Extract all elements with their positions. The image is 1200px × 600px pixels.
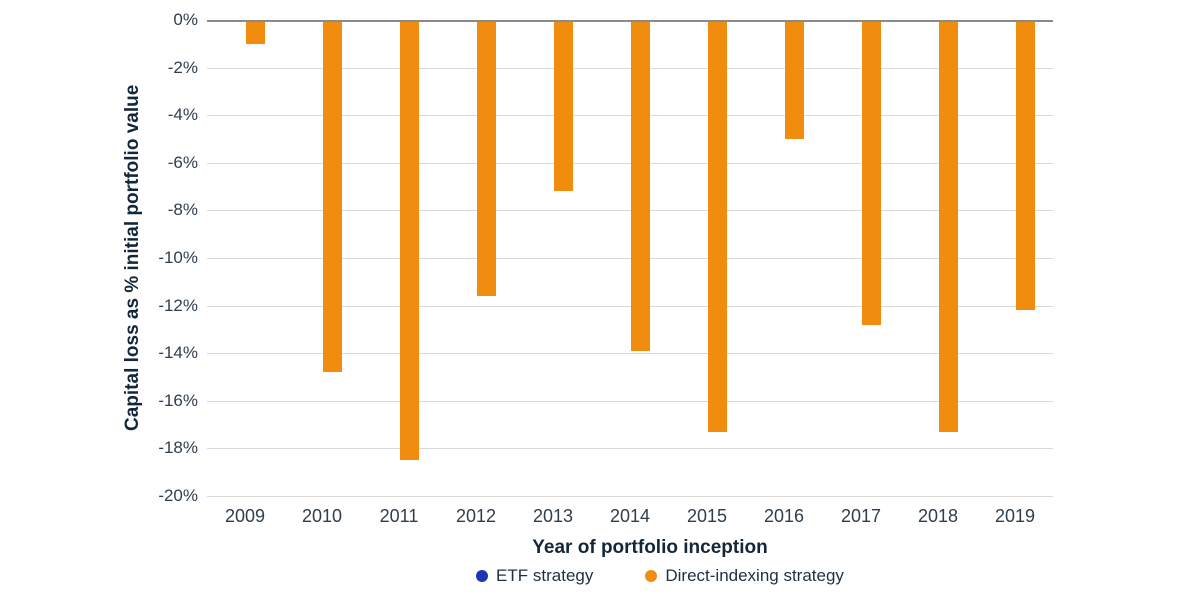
legend-swatch-icon — [476, 570, 489, 582]
gridline — [207, 306, 1053, 307]
gridline — [207, 496, 1053, 497]
legend-swatch-icon — [645, 570, 658, 582]
x-tick-label-2010: 2010 — [301, 506, 343, 526]
gridline — [207, 401, 1053, 402]
bar-direct-indexing-strategy-2016 — [785, 20, 804, 139]
legend-item-etf-strategy: ETF strategy — [476, 566, 593, 586]
x-tick-label-2009: 2009 — [224, 506, 266, 526]
x-tick-label-2013: 2013 — [532, 506, 574, 526]
x-tick-label-2017: 2017 — [840, 506, 882, 526]
y-tick-label: -14% — [158, 343, 198, 362]
y-tick-label: -2% — [167, 58, 198, 77]
bar-direct-indexing-strategy-2019 — [1016, 20, 1035, 310]
bar-direct-indexing-strategy-2017 — [862, 20, 881, 325]
y-tick-label: -8% — [167, 200, 198, 219]
gridline — [207, 163, 1053, 164]
gridline — [207, 353, 1053, 354]
x-axis-title: Year of portfolio inception — [532, 537, 768, 558]
bar-direct-indexing-strategy-2012 — [477, 20, 496, 296]
y-tick-label: -6% — [167, 153, 198, 172]
bar-direct-indexing-strategy-2010 — [323, 20, 342, 372]
bar-direct-indexing-strategy-2009 — [246, 20, 265, 44]
gridline — [207, 115, 1053, 116]
bar-direct-indexing-strategy-2018 — [939, 20, 958, 432]
bar-direct-indexing-strategy-2014 — [631, 20, 650, 351]
zero-axis-line — [207, 20, 1053, 22]
legend-item-direct-indexing-strategy: Direct-indexing strategy — [645, 566, 844, 586]
plot-area — [207, 20, 1053, 497]
x-tick-label-2014: 2014 — [609, 506, 651, 526]
x-tick-label-2015: 2015 — [686, 506, 728, 526]
x-tick-label-2012: 2012 — [455, 506, 497, 526]
y-tick-label: -20% — [158, 486, 198, 505]
y-tick-label: -16% — [158, 391, 198, 410]
gridline — [207, 258, 1053, 259]
x-tick-label-2011: 2011 — [379, 506, 419, 526]
x-tick-label-2016: 2016 — [763, 506, 805, 526]
legend-label: ETF strategy — [496, 566, 594, 585]
legend-label: Direct-indexing strategy — [665, 566, 844, 585]
x-tick-label-2018: 2018 — [917, 506, 959, 526]
y-tick-label: -4% — [167, 105, 198, 124]
bar-direct-indexing-strategy-2015 — [708, 20, 727, 432]
y-tick-label: 0% — [173, 10, 198, 29]
gridline — [207, 210, 1053, 211]
bar-direct-indexing-strategy-2011 — [400, 20, 419, 460]
y-tick-label: -12% — [158, 296, 198, 315]
bar-direct-indexing-strategy-2013 — [554, 20, 573, 191]
gridline — [207, 68, 1053, 69]
y-tick-label: -10% — [158, 248, 198, 267]
legend: ETF strategy Direct-indexing strategy — [210, 566, 1110, 586]
gridline — [207, 448, 1053, 449]
y-tick-label: -18% — [158, 438, 198, 457]
x-tick-label-2019: 2019 — [994, 506, 1036, 526]
